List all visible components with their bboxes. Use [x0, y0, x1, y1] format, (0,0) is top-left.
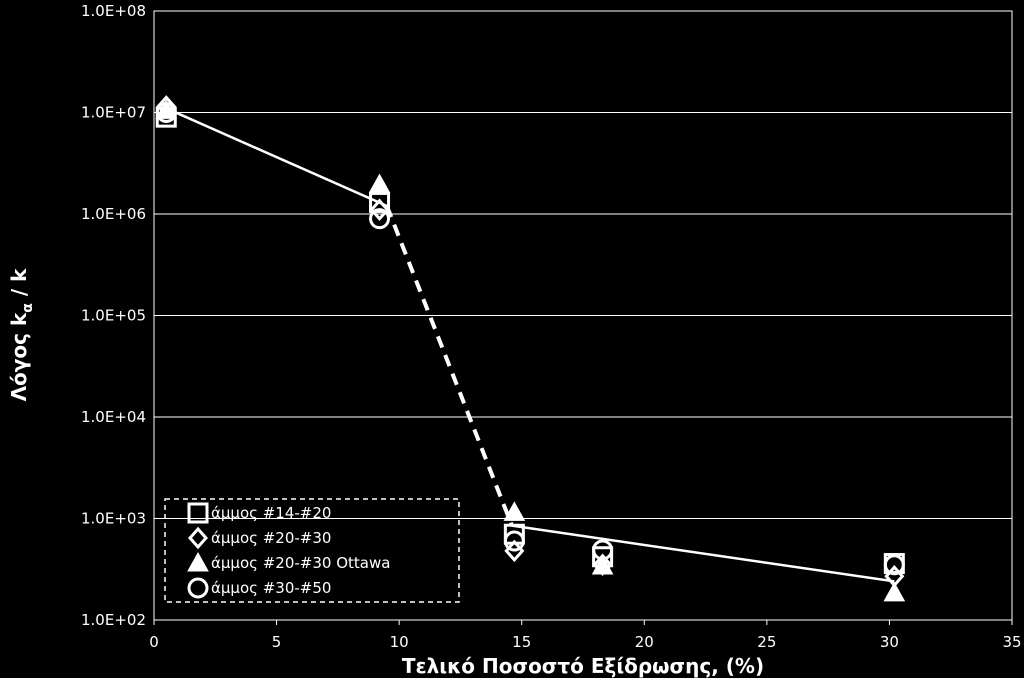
legend-diamond-icon [187, 526, 209, 550]
circle-point [592, 539, 614, 561]
x-tick-label: 10 [390, 633, 409, 651]
y-tick-label: 1.0E+04 [81, 408, 146, 426]
y-tick-label: 1.0E+06 [81, 205, 146, 223]
legend-label: άμμος #20-#30 Ottawa [211, 554, 390, 572]
legend-circle-icon [187, 577, 209, 599]
circle-point [369, 208, 391, 230]
x-tick-label: 30 [880, 633, 899, 651]
plot-area-frame [153, 10, 1013, 621]
x-tick-label: 35 [1002, 633, 1021, 651]
fit-lines [165, 107, 895, 583]
y-tick-label: 1.0E+02 [81, 611, 146, 629]
triangle-point [591, 555, 614, 575]
y-tick-labels: 1.0E+02 1.0E+03 1.0E+04 1.0E+05 1.0E+06 1.0E+… [81, 2, 146, 629]
x-tick-label: 5 [272, 633, 282, 651]
x-tick-labels: 0 5 10 15 20 25 30 35 [149, 620, 1022, 651]
fit-line-solid [165, 107, 388, 208]
legend-label: άμμος #20-#30 [211, 529, 331, 547]
circle-point [503, 530, 525, 552]
y-tick-label: 1.0E+05 [81, 307, 146, 325]
diamond-point [369, 198, 390, 222]
legend-square-icon [187, 502, 209, 524]
y-axis-title: Λόγος kα / k [7, 268, 36, 402]
x-tick-label: 20 [635, 633, 654, 651]
x-axis-title: Τελικό Ποσοστό Εξίδρωσης, (%) [402, 654, 764, 678]
circle-point [155, 102, 177, 123]
x-tick-label: 15 [512, 633, 531, 651]
legend-box [164, 498, 460, 603]
legend: άμμος #14-#20 άμμος #20-#30 άμμος #20-#30 … [164, 498, 460, 603]
y-tick-label: 1.0E+03 [81, 510, 146, 528]
triangle-point [368, 173, 391, 194]
y-axis-title-subscript: α [20, 303, 36, 313]
x-tick-label: 0 [149, 633, 159, 651]
legend-label: άμμος #14-#20 [211, 504, 331, 522]
triangle-point [503, 501, 526, 521]
data-points [155, 95, 906, 602]
circle-point [883, 554, 905, 576]
legend-label: άμμος #30-#50 [211, 579, 331, 597]
y-axis-title-suffix: / k [7, 268, 31, 303]
y-tick-label: 1.0E+08 [81, 2, 146, 20]
y-axis-title-main: Λόγος k [7, 312, 31, 401]
fit-line-dashed [385, 205, 514, 527]
square-point [369, 191, 391, 213]
x-tick-label: 25 [757, 633, 776, 651]
triangle-point [155, 99, 178, 119]
fit-line-solid [511, 524, 895, 583]
triangle-point [883, 581, 906, 602]
y-tick-label: 1.0E+07 [81, 104, 146, 122]
legend-triangle-icon [187, 551, 209, 572]
